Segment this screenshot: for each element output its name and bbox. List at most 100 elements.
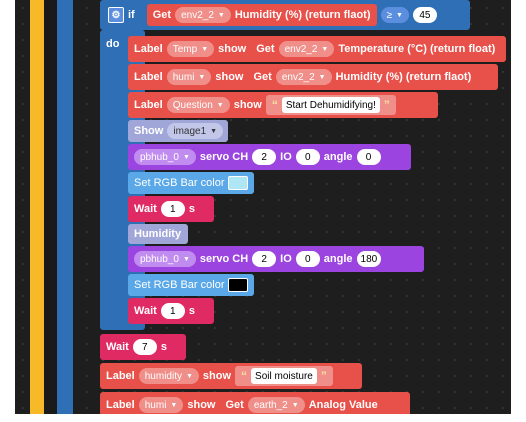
field-label: Humidity (%) (return flaot): [234, 9, 371, 21]
loop-rail: [57, 0, 73, 414]
rgb-block-2[interactable]: Set RGB Bar color: [128, 274, 254, 296]
color-swatch[interactable]: [228, 176, 248, 190]
show-keyword: Show: [134, 125, 164, 137]
label-keyword: Label: [106, 399, 135, 411]
sensor-dropdown[interactable]: env2_2 ▼: [278, 41, 335, 57]
get-label: Get: [152, 9, 172, 21]
chevron-down-icon: ▼: [210, 127, 218, 135]
do-keyword: do: [106, 38, 120, 50]
label-dropdown[interactable]: humi ▼: [166, 69, 212, 85]
chevron-down-icon: ▼: [201, 45, 209, 53]
channel-input[interactable]: 2: [252, 251, 277, 267]
condition: Get env2_2 ▼ Humidity (%) (return flaot) …: [146, 4, 437, 26]
hub-name: pbhub_0: [140, 253, 179, 265]
blockly-workspace[interactable]: ⚙ if Get env2_2 ▼ Humidity (%) (return fl…: [15, 0, 511, 414]
open-quote-icon: “: [241, 369, 248, 383]
rgb-label: Set RGB Bar color: [134, 177, 225, 189]
label-humi-block[interactable]: Label humi ▼ show Get env2_2 ▼ Humidity (%…: [128, 64, 498, 90]
if-block[interactable]: ⚙ if Get env2_2 ▼ Humidity (%) (return fl…: [100, 0, 470, 30]
label-dropdown[interactable]: humi ▼: [138, 397, 184, 413]
sensor-value: env2_2: [281, 71, 315, 83]
rgb-block-1[interactable]: Set RGB Bar color: [128, 172, 254, 194]
label-dropdown[interactable]: Question ▼: [166, 97, 230, 113]
text-input[interactable]: Soil moisture: [251, 368, 317, 384]
show-keyword: show: [187, 399, 216, 411]
get-humidity-block[interactable]: Get env2_2 ▼ Humidity (%) (return flaot): [247, 66, 478, 88]
label-temp-block[interactable]: Label Temp ▼ show Get env2_2 ▼ Temperature…: [128, 36, 506, 62]
unit-label: s: [188, 203, 195, 215]
field-label: Temperature (°C) (return float): [338, 43, 496, 55]
label-name: Temp: [172, 43, 198, 55]
wait-input[interactable]: 1: [160, 303, 185, 319]
servo-label: servo CH: [199, 253, 249, 265]
chevron-down-icon: ▼: [396, 11, 403, 19]
chevron-down-icon: ▼: [182, 255, 190, 263]
label-soil-block[interactable]: Label humidity ▼ show “ Soil moisture ”: [100, 363, 362, 389]
label-question-block[interactable]: Label Question ▼ show “ Start Dehumidifyi…: [128, 92, 438, 118]
chevron-down-icon: ▼: [217, 11, 225, 19]
channel-input[interactable]: 2: [252, 149, 277, 165]
label-name: humi: [172, 71, 195, 83]
sensor-value: env2_2: [284, 43, 318, 55]
wait-block-2[interactable]: Wait 1 s: [128, 298, 214, 324]
wait-block-1[interactable]: Wait 1 s: [128, 196, 214, 222]
label-name: Question: [172, 99, 213, 111]
image-name: image1: [173, 125, 207, 137]
image-dropdown[interactable]: image1 ▼: [167, 123, 224, 139]
wait-input[interactable]: 1: [160, 201, 185, 217]
label-earth-block[interactable]: Label humi ▼ show Get earth_2 ▼ Analog Val…: [100, 392, 410, 414]
label-keyword: Label: [134, 71, 163, 83]
text-block[interactable]: “ Soil moisture ”: [235, 366, 333, 386]
chevron-down-icon: ▼: [321, 45, 329, 53]
wait-block-3[interactable]: Wait 7 s: [100, 334, 186, 360]
label-name: humidity: [144, 370, 182, 382]
angle-input[interactable]: 180: [356, 251, 382, 267]
chevron-down-icon: ▼: [185, 372, 193, 380]
wait-keyword: Wait: [134, 305, 157, 317]
humidity-label-block[interactable]: Humidity: [128, 224, 188, 244]
operator-dropdown[interactable]: ≥ ▼: [380, 7, 409, 23]
sensor-dropdown[interactable]: earth_2 ▼: [247, 397, 305, 413]
sensor-dropdown[interactable]: env2_2 ▼: [275, 69, 332, 85]
label-dropdown[interactable]: humidity ▼: [138, 368, 199, 384]
chevron-down-icon: ▼: [182, 153, 190, 161]
chevron-down-icon: ▼: [318, 73, 326, 81]
text-block[interactable]: “ Start Dehumidifying! ”: [265, 95, 396, 115]
rail-gap: [44, 0, 57, 414]
operator-value: ≥: [386, 9, 393, 21]
show-image-block[interactable]: Show image1 ▼: [128, 120, 228, 142]
field-label: Humidity (%) (return flaot): [335, 71, 472, 83]
sensor-dropdown[interactable]: env2_2 ▼: [175, 7, 231, 23]
chevron-down-icon: ▼: [216, 101, 224, 109]
humidity-label: Humidity: [134, 228, 182, 240]
get-temperature-block[interactable]: Get env2_2 ▼ Temperature (°C) (return flo…: [250, 38, 502, 60]
get-humidity-block[interactable]: Get env2_2 ▼ Humidity (%) (return flaot): [146, 4, 377, 26]
sensor-value: earth_2: [253, 399, 288, 411]
label-dropdown[interactable]: Temp ▼: [166, 41, 215, 57]
angle-input[interactable]: 0: [356, 149, 381, 165]
io-input[interactable]: 0: [295, 251, 320, 267]
text-input[interactable]: Start Dehumidifying!: [281, 97, 380, 113]
show-keyword: show: [215, 71, 244, 83]
get-label: Get: [225, 399, 244, 411]
field-label: Analog Value: [308, 399, 378, 411]
servo-block-2[interactable]: pbhub_0 ▼ servo CH 2 IO 0 angle 180: [128, 246, 424, 272]
hub-dropdown[interactable]: pbhub_0 ▼: [134, 149, 196, 165]
wait-keyword: Wait: [106, 341, 129, 353]
close-quote-icon: ”: [383, 98, 390, 112]
wait-input[interactable]: 7: [132, 339, 157, 355]
color-swatch[interactable]: [228, 278, 248, 292]
wait-keyword: Wait: [134, 203, 157, 215]
get-label: Get: [256, 43, 275, 55]
threshold-input[interactable]: 45: [412, 7, 437, 23]
io-input[interactable]: 0: [295, 149, 320, 165]
rgb-label: Set RGB Bar color: [134, 279, 225, 291]
sensor-value: env2_2: [181, 9, 214, 21]
hub-dropdown[interactable]: pbhub_0 ▼: [134, 251, 196, 267]
gear-icon[interactable]: ⚙: [108, 7, 124, 23]
get-earth-block[interactable]: Get earth_2 ▼ Analog Value: [219, 394, 384, 414]
servo-label: servo CH: [199, 151, 249, 163]
show-keyword: show: [202, 370, 232, 382]
servo-block-1[interactable]: pbhub_0 ▼ servo CH 2 IO 0 angle 0: [128, 144, 411, 170]
unit-label: s: [188, 305, 195, 317]
